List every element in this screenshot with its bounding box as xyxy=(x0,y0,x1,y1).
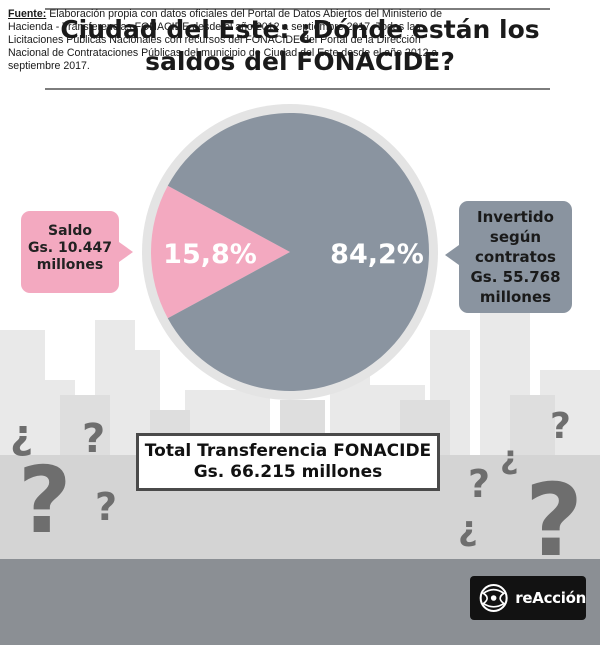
svg-text:?: ? xyxy=(18,447,71,554)
reaccion-logo-icon xyxy=(479,583,508,613)
svg-text:?: ? xyxy=(550,406,571,447)
reaccion-logo: reAcción xyxy=(470,576,586,620)
total-label: Total Transferencia FONACIDE xyxy=(144,441,432,461)
title-rule-bottom xyxy=(45,88,550,90)
svg-text:?: ? xyxy=(468,462,490,506)
svg-text:¿: ¿ xyxy=(500,438,519,476)
title-rule-top xyxy=(45,8,550,10)
inverted-question-mark-icon: ¿ ¿ ¿ xyxy=(10,412,519,549)
source-text: Fuente: Elaboración propia con datos ofi… xyxy=(8,8,448,73)
title-line-1: Ciudad del Este: ¿Dónde están los xyxy=(60,15,540,44)
callout-invertido-unit: millones xyxy=(479,288,552,306)
callout-invertido: Invertido según contratos Gs. 55.768 mil… xyxy=(459,201,572,313)
callout-invertido-line: contratos xyxy=(475,248,556,266)
logo-text: reAcción xyxy=(515,589,586,607)
callout-right-pointer xyxy=(445,245,459,265)
source-body: Elaboración propia con datos oficiales d… xyxy=(8,8,442,72)
source-label: Fuente: xyxy=(8,8,47,20)
callout-invertido-amount: Gs. 55.768 xyxy=(470,268,561,286)
pie-data-label: 15,8% xyxy=(163,239,257,270)
title-line-2: saldos del FONACIDE? xyxy=(145,47,455,76)
total-transfer-box: Total Transferencia FONACIDE Gs. 66.215 … xyxy=(136,433,440,491)
svg-text:¿: ¿ xyxy=(458,509,478,549)
page-title: Ciudad del Este: ¿Dónde están los saldos… xyxy=(0,14,600,78)
callout-saldo: Saldo Gs. 10.447 millones xyxy=(21,211,119,293)
callout-saldo-amount: Gs. 10.447 xyxy=(27,240,113,256)
svg-text:?: ? xyxy=(95,485,117,529)
callout-saldo-line: Saldo xyxy=(48,223,92,239)
callout-saldo-unit: millones xyxy=(36,257,104,273)
callout-left-pointer xyxy=(119,242,133,262)
total-amount: Gs. 66.215 millones xyxy=(193,462,383,482)
svg-text:¿: ¿ xyxy=(10,412,33,458)
pie-data-label: 84,2% xyxy=(330,239,424,270)
pie-slice-saldo xyxy=(151,185,290,319)
pie-slice-invertido xyxy=(167,113,430,392)
svg-text:?: ? xyxy=(82,416,105,462)
callout-invertido-line: Invertido xyxy=(477,208,554,226)
callout-invertido-line: según xyxy=(489,228,542,246)
